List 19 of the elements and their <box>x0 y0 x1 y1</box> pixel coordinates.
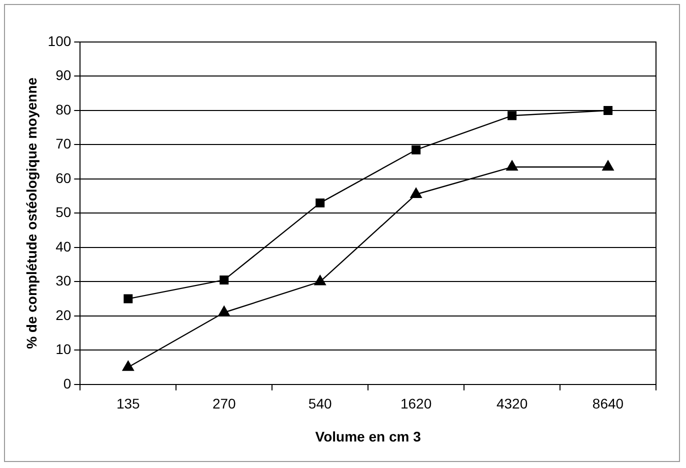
y-tick-label: 30 <box>56 272 72 289</box>
y-tick-label: 90 <box>56 67 72 84</box>
x-tick-label: 4320 <box>496 396 528 412</box>
y-tick-label: 0 <box>63 375 72 392</box>
x-tick-label: 540 <box>308 396 332 412</box>
x-tick-label: 1620 <box>400 396 432 412</box>
y-tick-label: 60 <box>56 170 72 186</box>
y-tick-label: 80 <box>56 101 72 118</box>
x-axis-title: Volume en cm 3 <box>315 428 422 444</box>
x-tick-label: 135 <box>116 396 140 412</box>
y-tick-label: 50 <box>56 204 72 220</box>
y-axis-title: % de complétude ostéologique moyenne <box>23 77 40 349</box>
y-tick-label: 100 <box>48 32 72 49</box>
x-tick-label: 8640 <box>592 396 624 412</box>
y-tick-label: 10 <box>56 341 72 358</box>
y-tick-label: 40 <box>56 238 72 254</box>
x-tick-label: 270 <box>212 396 236 412</box>
y-tick-label: 20 <box>56 306 72 323</box>
y-tick-label: 70 <box>56 136 72 152</box>
